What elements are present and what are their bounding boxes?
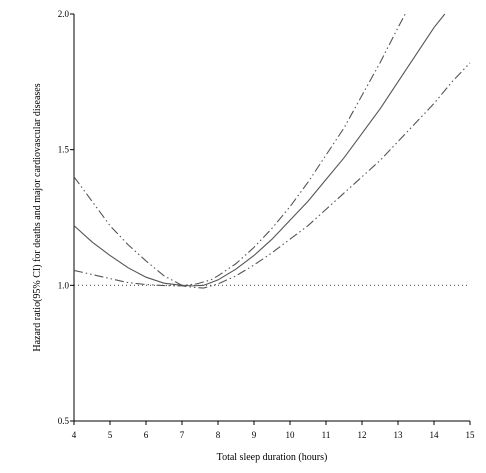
y-tick-label: 1.0 <box>58 280 70 290</box>
plot-frame <box>73 14 470 422</box>
x-tick-label: 4 <box>72 430 77 440</box>
y-tick-label: 1.5 <box>58 145 70 155</box>
y-tick-label: 2.0 <box>58 9 70 19</box>
x-tick-label: 10 <box>286 430 296 440</box>
series-line-2 <box>73 13 406 286</box>
y-axis-title: Hazard ratio(95% CI) for deaths and majo… <box>32 83 43 351</box>
x-tick-label: 9 <box>252 430 257 440</box>
x-axis-title: Total sleep duration (hours) <box>217 452 328 463</box>
x-tick-label: 15 <box>466 430 476 440</box>
x-tick-label: 7 <box>180 430 185 440</box>
x-tick-label: 5 <box>108 430 113 440</box>
x-tick-label: 12 <box>358 430 367 440</box>
series-line-1 <box>73 13 446 287</box>
series-line-3 <box>73 62 471 289</box>
series-layer <box>73 13 471 289</box>
x-tick-label: 13 <box>394 430 404 440</box>
x-tick-label: 11 <box>322 430 331 440</box>
y-tick-label: 0.5 <box>58 416 70 426</box>
x-tick-label: 14 <box>430 430 440 440</box>
x-axis-ticks: 4 5 6 7 8 9 10 11 12 13 14 15 <box>72 421 475 440</box>
x-tick-label: 8 <box>216 430 221 440</box>
y-axis-ticks: 0.5 1.0 1.5 2.0 <box>58 9 74 426</box>
x-tick-label: 6 <box>144 430 149 440</box>
